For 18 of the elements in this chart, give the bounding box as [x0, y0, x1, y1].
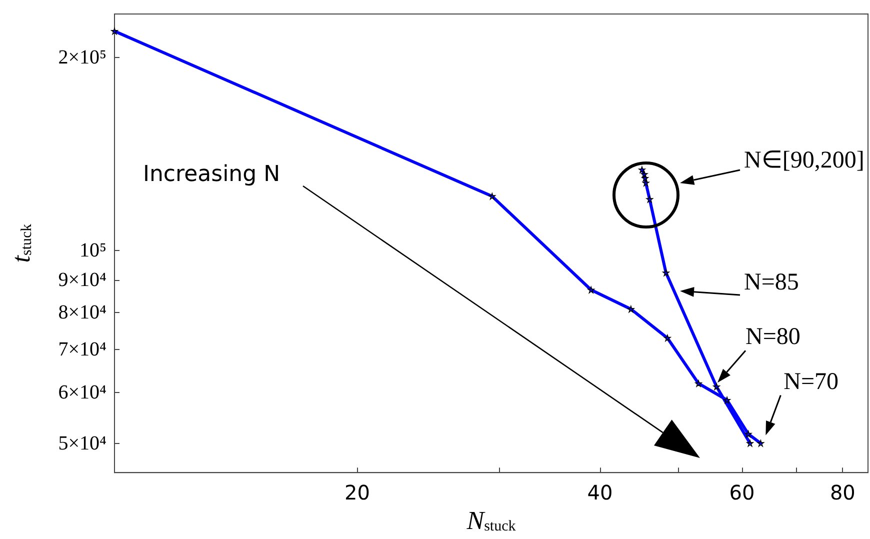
y-tick-label: 10⁵ [80, 239, 106, 262]
y-tick-label: 7×10⁴ [58, 338, 107, 361]
y-tick-label: 2×10⁵ [58, 46, 106, 69]
y-axis-title: tstuck [6, 223, 36, 263]
y-tick-label: 6×10⁴ [58, 382, 107, 404]
y-tick-label: 5×10⁴ [58, 432, 107, 454]
annotation: N=70 [784, 368, 839, 395]
annotation: N=85 [744, 270, 799, 296]
x-tick-label: 80 [830, 480, 856, 505]
y-tick-label: 9×10⁴ [58, 268, 107, 291]
annotation: N∈[90,200] [744, 148, 864, 174]
annotation: N=80 [746, 324, 800, 350]
annotation: Increasing N [143, 162, 280, 188]
x-tick-label: 60 [729, 480, 755, 505]
y-tick-label: 8×10⁴ [58, 302, 107, 324]
x-tick-label: 20 [344, 480, 370, 505]
x-tick-label: 40 [587, 480, 613, 505]
x-axis-title: Nstuck [466, 506, 516, 535]
